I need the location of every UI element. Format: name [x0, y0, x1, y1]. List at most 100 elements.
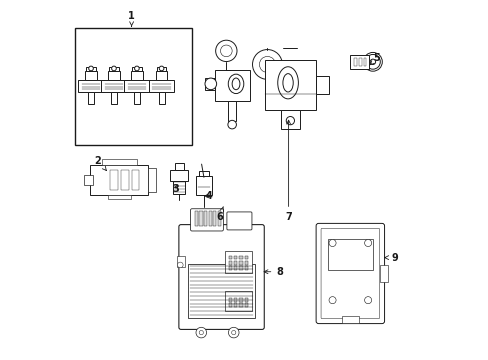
FancyBboxPatch shape [179, 225, 264, 329]
Bar [264, 60, 315, 110]
Bar [102, 159, 137, 165]
Ellipse shape [363, 53, 382, 71]
Bar [224, 251, 251, 274]
Bar [239, 266, 242, 270]
Bar [281, 110, 299, 129]
Circle shape [220, 45, 232, 57]
Bar [239, 261, 242, 265]
Text: 6: 6 [216, 207, 223, 222]
FancyBboxPatch shape [315, 224, 384, 324]
Bar [109, 67, 119, 71]
Bar [177, 256, 184, 267]
Bar [108, 71, 120, 80]
Bar [196, 176, 211, 195]
Circle shape [364, 297, 371, 304]
Bar [148, 168, 156, 192]
Circle shape [196, 327, 206, 338]
Bar [214, 70, 249, 101]
Circle shape [328, 297, 335, 304]
Bar [121, 170, 128, 190]
Bar [233, 298, 237, 302]
Bar [124, 80, 149, 92]
Bar [244, 261, 247, 265]
Ellipse shape [232, 78, 240, 90]
Bar [110, 170, 118, 190]
Bar [228, 101, 236, 121]
Text: 8: 8 [264, 267, 283, 277]
Bar [228, 266, 232, 270]
Bar [159, 92, 164, 104]
Circle shape [252, 50, 282, 79]
Bar [204, 78, 214, 90]
Ellipse shape [277, 67, 298, 99]
Text: 3: 3 [172, 184, 179, 194]
Bar [157, 67, 166, 71]
Circle shape [134, 66, 139, 71]
Bar [131, 170, 139, 190]
Bar [358, 58, 361, 66]
Bar [90, 165, 148, 195]
Bar [353, 58, 356, 66]
Bar [233, 266, 237, 270]
Bar [101, 80, 126, 92]
FancyBboxPatch shape [321, 228, 379, 319]
Circle shape [215, 40, 237, 62]
Bar [228, 303, 232, 307]
Bar [148, 80, 174, 92]
Bar [88, 92, 94, 104]
Bar [363, 58, 366, 66]
Bar [78, 80, 103, 92]
Bar [380, 265, 387, 282]
Bar [107, 195, 131, 199]
Bar [349, 55, 368, 68]
Ellipse shape [228, 74, 244, 94]
Bar [244, 303, 247, 307]
Bar [175, 163, 183, 170]
Bar [199, 171, 208, 177]
Bar [233, 256, 237, 259]
Text: 2: 2 [95, 156, 106, 171]
Bar [228, 298, 232, 302]
Bar [228, 256, 232, 259]
Circle shape [111, 66, 116, 71]
Bar [83, 175, 92, 185]
Bar [208, 211, 211, 226]
Circle shape [328, 239, 335, 247]
Bar [233, 303, 237, 307]
Circle shape [285, 117, 294, 125]
Circle shape [364, 239, 371, 247]
Bar [239, 256, 242, 259]
Bar [156, 71, 167, 80]
Bar [244, 266, 247, 270]
Circle shape [365, 54, 380, 69]
Text: 7: 7 [285, 120, 291, 222]
Bar [86, 67, 96, 71]
Bar [75, 28, 191, 145]
Bar [132, 67, 141, 71]
Circle shape [204, 78, 216, 90]
Circle shape [199, 330, 203, 335]
Bar [199, 211, 202, 226]
Circle shape [228, 327, 239, 338]
Bar [85, 71, 97, 80]
Bar [239, 298, 242, 302]
Text: 5: 5 [369, 53, 379, 65]
Bar [233, 261, 237, 265]
Circle shape [88, 66, 93, 71]
Ellipse shape [283, 74, 293, 92]
Bar [134, 92, 140, 104]
Circle shape [259, 57, 275, 72]
Bar [239, 303, 242, 307]
Bar [341, 316, 358, 323]
Bar [111, 92, 117, 104]
Bar [213, 211, 216, 226]
Bar [170, 170, 188, 181]
Bar [188, 264, 255, 319]
Circle shape [231, 330, 235, 335]
Circle shape [369, 59, 375, 64]
Bar [173, 181, 185, 194]
Bar [244, 256, 247, 259]
FancyBboxPatch shape [226, 212, 251, 230]
Bar [224, 291, 251, 311]
Text: 1: 1 [128, 11, 135, 27]
